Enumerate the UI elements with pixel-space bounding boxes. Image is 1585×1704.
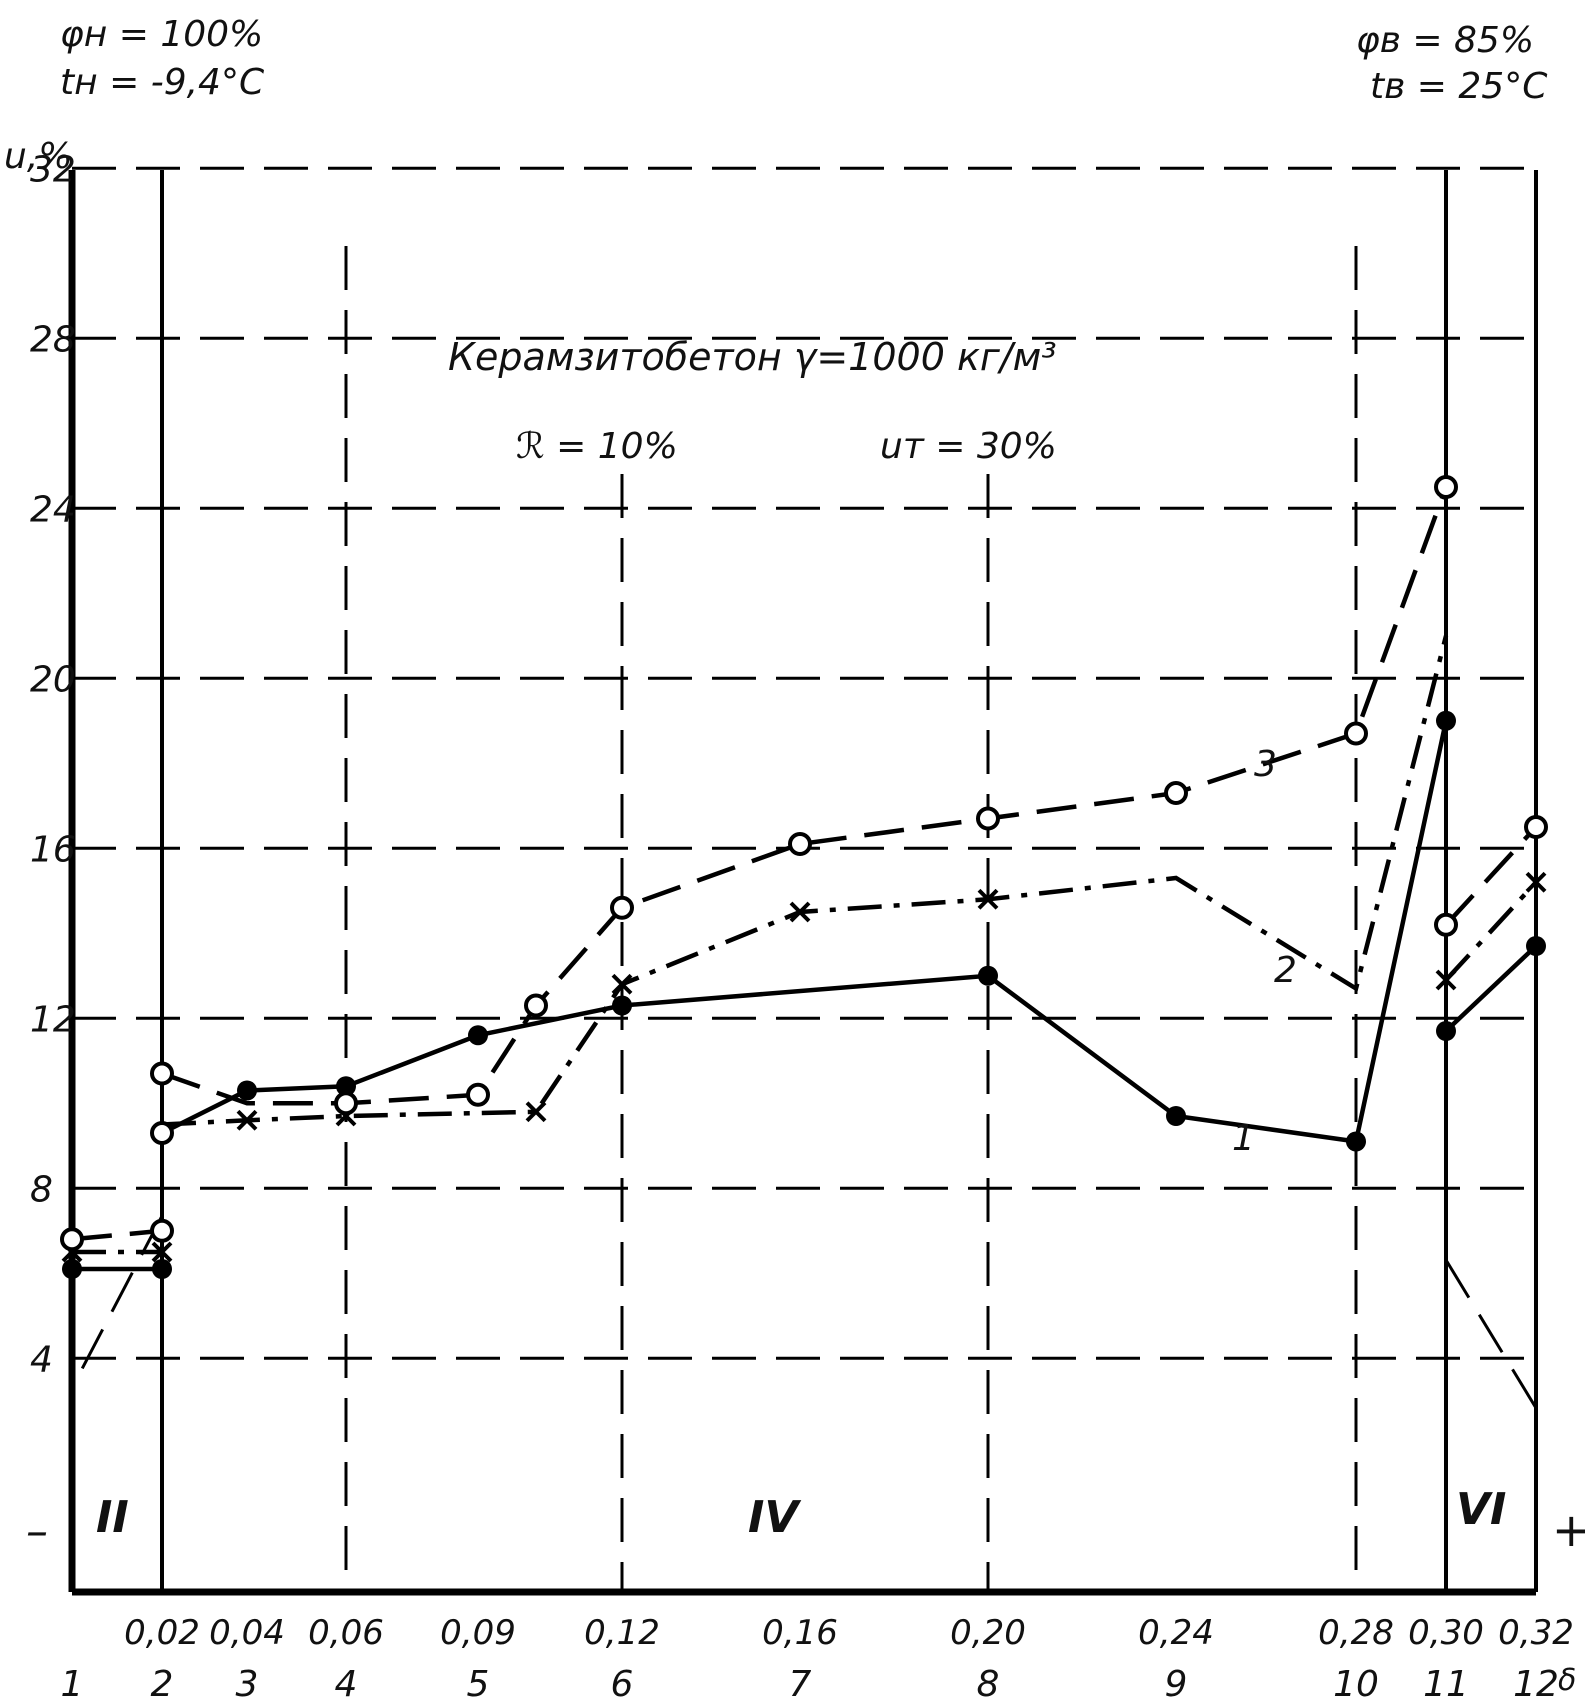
minus-sign-label: – (26, 1506, 48, 1557)
series-2-point-6 (789, 901, 811, 923)
series-3-point-7 (610, 895, 634, 920)
x-axis-label: δ (1558, 1663, 1576, 1698)
series-1-point-8 (1346, 1131, 1366, 1152)
series-1-point-6 (978, 965, 998, 986)
series-3-point-4 (334, 1091, 358, 1116)
point-number-3: 3 (236, 1664, 259, 1704)
series-group (71, 486, 1538, 1272)
x-tick-label-0_09: 0,09 (440, 1613, 516, 1653)
series-3-point-0 (60, 1227, 84, 1252)
series-1-point-7 (1166, 1106, 1186, 1126)
x-tick-label-0_20: 0,20 (950, 1613, 1026, 1653)
series-2-point-4 (525, 1101, 547, 1123)
series-1-point-3 (336, 1076, 356, 1097)
series-2-line-1 (161, 635, 1449, 1127)
x-tick-label-0_16: 0,16 (762, 1613, 838, 1653)
zone-ii-label: II (96, 1492, 129, 1543)
point-number-2: 2 (151, 1664, 174, 1704)
point-number-10: 10 (1333, 1664, 1379, 1704)
series-3-point-9 (976, 806, 1000, 831)
x-tick-label-0_30: 0,30 (1408, 1613, 1484, 1653)
series-3-point-5 (466, 1082, 490, 1107)
x-tick-label-0_04: 0,04 (209, 1613, 285, 1653)
series-3-point-1 (150, 1218, 174, 1243)
y-tick-label-28: 28 (30, 319, 76, 360)
series-1-line-2 (1444, 944, 1538, 1033)
x-tick-label-0_24: 0,24 (1138, 1613, 1214, 1653)
series-3-label: 3 (1254, 744, 1277, 785)
right-condition-2: tв = 25°C (1370, 66, 1548, 107)
series-1-point-1 (152, 1259, 172, 1279)
point-number-8: 8 (977, 1664, 1000, 1704)
point-number-6: 6 (611, 1664, 634, 1704)
series-1-point-5 (612, 995, 632, 1016)
point-number-11: 11 (1423, 1664, 1469, 1704)
series-2-label: 2 (1274, 950, 1297, 991)
gridline-diagonal-left (70, 1215, 164, 1389)
series-3-line-2 (1444, 825, 1538, 927)
series-2-point-9 (1525, 871, 1547, 893)
markers-group (60, 475, 1548, 1279)
chart-title: Керамзитобетон γ=1000 кг/м³ (448, 335, 1057, 379)
series-1-point-4 (468, 1025, 488, 1046)
zone-vi-label: VI (1456, 1484, 1506, 1535)
series-3-point-3 (150, 1121, 174, 1145)
series-1-point-9 (1436, 710, 1456, 731)
series-2-line-2 (1444, 880, 1538, 982)
left-condition-2: tн = -9,4°C (60, 62, 265, 103)
series-1-point-0 (62, 1259, 82, 1279)
series-2-point-2 (236, 1109, 258, 1131)
axes (68, 170, 1538, 1596)
series-2-point-5 (611, 973, 633, 995)
left-condition-1: φн = 100% (60, 14, 263, 55)
series-1-point-10 (1436, 1021, 1456, 1041)
x-tick-label-0_28: 0,28 (1318, 1613, 1394, 1653)
series-3-point-8 (788, 832, 812, 856)
series-2-point-1 (151, 1241, 173, 1263)
point-number-12: 12 (1513, 1664, 1559, 1704)
series-3-point-10 (1164, 781, 1188, 805)
y-tick-label-20: 20 (30, 659, 76, 700)
series-3-point-11 (1344, 721, 1368, 746)
point-number-7: 7 (789, 1664, 812, 1704)
y-tick-label-24: 24 (30, 489, 76, 530)
series-1-label: 1 (1232, 1118, 1255, 1159)
point-number-1: 1 (61, 1664, 84, 1704)
series-3-point-6 (524, 993, 548, 1018)
series-3-point-14 (1524, 815, 1548, 839)
point-number-9: 9 (1165, 1664, 1188, 1704)
x-tick-label-0_06: 0,06 (308, 1613, 384, 1653)
series-3-point-13 (1434, 912, 1458, 937)
x-tick-label-0_12: 0,12 (584, 1613, 660, 1653)
param-u-label: uт = 30% (880, 426, 1057, 467)
series-3-point-12 (1434, 475, 1458, 499)
series-3-line-0 (71, 1228, 163, 1242)
x-tick-label-0_02: 0,02 (124, 1613, 200, 1653)
x-tick-label-0_32: 0,32 (1498, 1613, 1574, 1653)
point-number-4: 4 (335, 1664, 358, 1704)
series-2-point-8 (1435, 969, 1457, 991)
right-condition-1: φв = 85% (1356, 20, 1534, 61)
series-1-point-11 (1526, 936, 1546, 956)
y-tick-label-4: 4 (30, 1339, 53, 1380)
y-tick-label-32: 32 (30, 149, 76, 190)
plus-sign-label: + (1552, 1503, 1585, 1557)
point-number-5: 5 (467, 1664, 490, 1704)
grid-lines (70, 166, 1538, 1592)
series-2-point-7 (977, 888, 999, 910)
param-r-label: ℛ = 10% (516, 426, 678, 467)
y-tick-label-8: 8 (30, 1169, 53, 1210)
gridline-diagonal-right (1444, 1259, 1538, 1409)
zone-iv-label: IV (748, 1492, 801, 1543)
series-3-point-2 (150, 1061, 174, 1086)
y-tick-label-12: 12 (30, 999, 76, 1040)
y-axis-label: u,% (4, 136, 72, 177)
series-3-line-1 (161, 486, 1449, 1106)
y-tick-label-16: 16 (30, 829, 76, 870)
series-1-point-2 (237, 1080, 257, 1101)
